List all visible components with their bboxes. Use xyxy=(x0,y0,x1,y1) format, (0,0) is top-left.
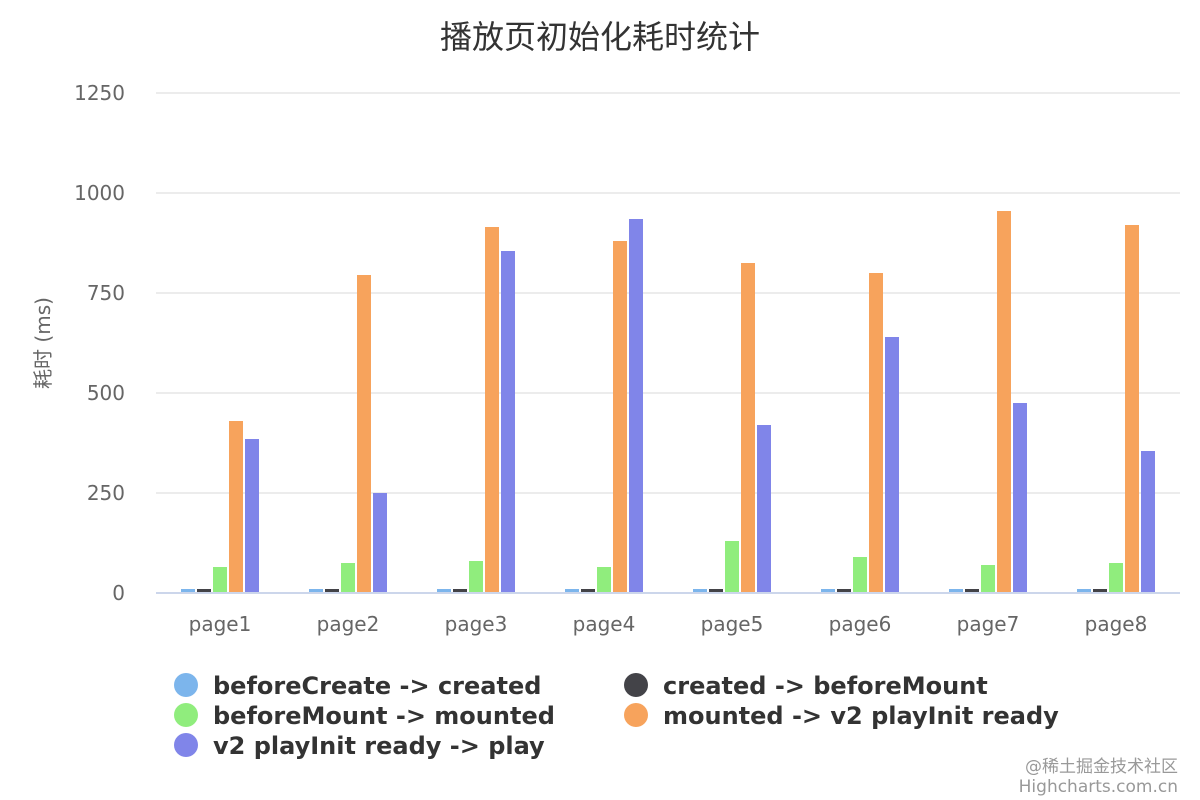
bar[interactable] xyxy=(1077,589,1091,593)
bar[interactable] xyxy=(469,561,483,593)
legend-marker[interactable] xyxy=(174,703,198,727)
y-tick-label: 750 xyxy=(87,281,125,305)
bar[interactable] xyxy=(965,589,979,593)
y-tick-label: 1000 xyxy=(74,181,125,205)
bar[interactable] xyxy=(613,241,627,593)
axes: 0 250 500 750 1000 1250 page1 page2 page3 page4 pa… xyxy=(74,81,1180,636)
legend-marker[interactable] xyxy=(174,733,198,757)
bar[interactable] xyxy=(629,219,643,593)
bar[interactable] xyxy=(341,563,355,593)
bars xyxy=(181,211,1155,593)
bar[interactable] xyxy=(501,251,515,593)
bar[interactable] xyxy=(1093,589,1107,593)
bar[interactable] xyxy=(709,589,723,593)
y-tick-label: 250 xyxy=(87,481,125,505)
bar[interactable] xyxy=(565,589,579,593)
bar[interactable] xyxy=(821,589,835,593)
y-tick-label: 0 xyxy=(112,581,125,605)
chart-title: 播放页初始化耗时统计 xyxy=(440,18,760,56)
bar[interactable] xyxy=(949,589,963,593)
bar[interactable] xyxy=(357,275,371,593)
legend-marker[interactable] xyxy=(624,673,648,697)
bar[interactable] xyxy=(485,227,499,593)
bar[interactable] xyxy=(741,263,755,593)
legend-marker[interactable] xyxy=(174,673,198,697)
bar[interactable] xyxy=(885,337,899,593)
legend-item-label[interactable]: mounted -> v2 playInit ready xyxy=(663,702,1059,730)
bar[interactable] xyxy=(837,589,851,593)
bar[interactable] xyxy=(757,425,771,593)
bar[interactable] xyxy=(325,589,339,593)
bar[interactable] xyxy=(373,493,387,593)
bar[interactable] xyxy=(581,589,595,593)
legend-marker[interactable] xyxy=(624,703,648,727)
bar[interactable] xyxy=(1141,451,1155,593)
x-tick-label: page2 xyxy=(317,612,380,636)
y-tick-label: 500 xyxy=(87,381,125,405)
x-tick-label: page6 xyxy=(829,612,892,636)
y-tick-label: 1250 xyxy=(74,81,125,105)
bar[interactable] xyxy=(869,273,883,593)
bar[interactable] xyxy=(597,567,611,593)
credit-highcharts[interactable]: Highcharts.com.cn xyxy=(1019,777,1178,797)
x-tick-label: page8 xyxy=(1085,612,1148,636)
bar[interactable] xyxy=(229,421,243,593)
bar[interactable] xyxy=(453,589,467,593)
y-axis-label: 耗时 (ms) xyxy=(31,297,55,389)
bar[interactable] xyxy=(437,589,451,593)
legend-item-label[interactable]: v2 playInit ready -> play xyxy=(213,732,545,760)
bar[interactable] xyxy=(997,211,1011,593)
bar[interactable] xyxy=(1013,403,1027,593)
x-tick-label: page1 xyxy=(189,612,252,636)
legend-item-label[interactable]: beforeMount -> mounted xyxy=(213,702,555,730)
legend: beforeCreate -> created created -> before… xyxy=(174,672,1059,760)
bar[interactable] xyxy=(197,589,211,593)
legend-item-label[interactable]: beforeCreate -> created xyxy=(213,672,541,700)
bar[interactable] xyxy=(693,589,707,593)
x-tick-label: page5 xyxy=(701,612,764,636)
bar[interactable] xyxy=(213,567,227,593)
x-tick-label: page4 xyxy=(573,612,636,636)
x-tick-label: page3 xyxy=(445,612,508,636)
bar[interactable] xyxy=(309,589,323,593)
bar[interactable] xyxy=(725,541,739,593)
bar[interactable] xyxy=(1125,225,1139,593)
credit-community: @稀土掘金技术社区 xyxy=(1025,757,1178,777)
legend-item-label[interactable]: created -> beforeMount xyxy=(663,672,988,700)
x-tick-label: page7 xyxy=(957,612,1020,636)
bar[interactable] xyxy=(981,565,995,593)
bar[interactable] xyxy=(1109,563,1123,593)
bar[interactable] xyxy=(181,589,195,593)
bar[interactable] xyxy=(245,439,259,593)
bar[interactable] xyxy=(853,557,867,593)
